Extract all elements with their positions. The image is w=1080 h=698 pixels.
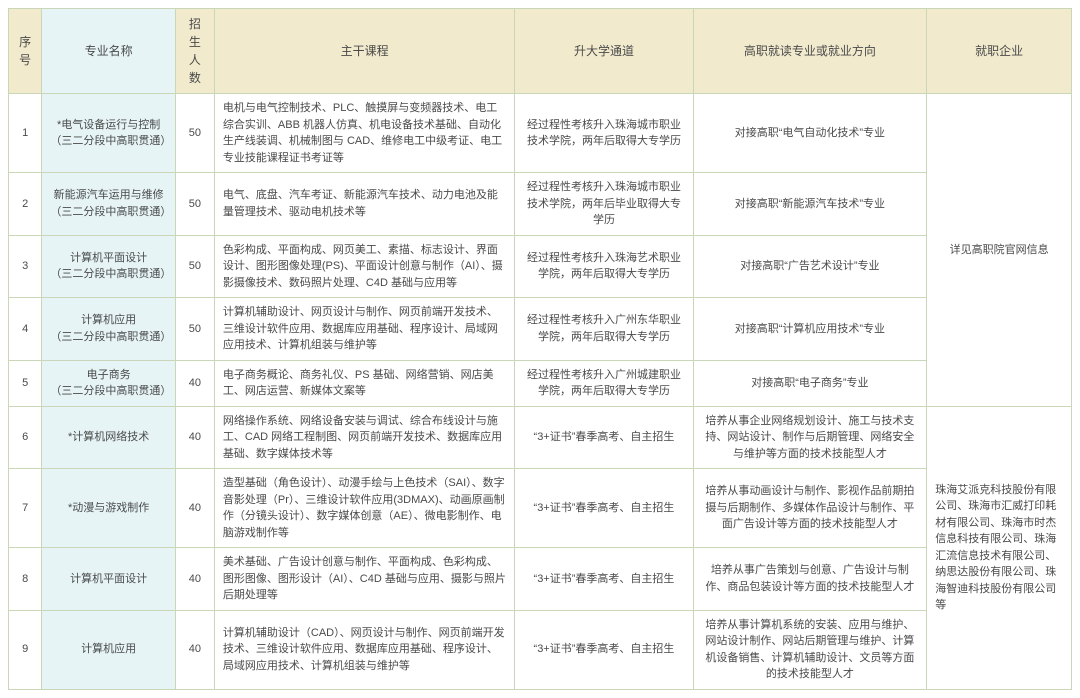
cell: 1 [9,94,42,173]
cell: *电气设备运行与控制（三二分段中高职贯通） [42,94,176,173]
cell: 40 [175,610,214,689]
cell: 计算机应用（三二分段中高职贯通） [42,298,176,361]
cell: 电机与电气控制技术、PLC、触摸屏与变频器技术、电工综合实训、ABB 机器人仿真… [214,94,515,173]
cell: 经过程性考核升入珠海城市职业技术学院，两年后取得大专学历 [515,94,693,173]
th-dir: 高职就读专业或就业方向 [693,9,927,94]
cell: 50 [175,235,214,298]
table-row: 6*计算机网络技术40网络操作系统、网络设备安装与调试、综合布线设计与施工、CA… [9,406,1072,469]
cell: 对接高职“新能源汽车技术”专业 [693,173,927,236]
employer-cell-group2: 珠海艾派克科技股份有限公司、珠海市汇威打印耗材有限公司、珠海市时杰信息科技有限公… [927,406,1072,689]
table-row: 1*电气设备运行与控制（三二分段中高职贯通）50电机与电气控制技术、PLC、触摸… [9,94,1072,173]
cell: “3+证书”春季高考、自主招生 [515,610,693,689]
majors-table: 序号 专业名称 招生人数 主干课程 升大学通道 高职就读专业或就业方向 就职企业… [8,8,1072,690]
cell: 电气、底盘、汽车考证、新能源汽车技术、动力电池及能量管理技术、驱动电机技术等 [214,173,515,236]
cell: 培养从事企业网络规划设计、施工与技术支持、网站设计、制作与后期管理、网络安全与维… [693,406,927,469]
cell: 计算机平面设计（三二分段中高职贯通） [42,235,176,298]
cell: 9 [9,610,42,689]
table-row: 9计算机应用40计算机辅助设计（CAD）、网页设计与制作、网页前端开发技术、三维… [9,610,1072,689]
cell: 对接高职“电子商务”专业 [693,360,927,406]
table-row: 3计算机平面设计（三二分段中高职贯通）50色彩构成、平面构成、网页美工、素描、标… [9,235,1072,298]
cell: “3+证书”春季高考、自主招生 [515,548,693,611]
cell: 培养从事动画设计与制作、影视作品前期拍摄与后期制作、多媒体作品设计与制作、平面广… [693,469,927,548]
th-idx: 序号 [9,9,42,94]
table-row: 4计算机应用（三二分段中高职贯通）50计算机辅助设计、网页设计与制作、网页前端开… [9,298,1072,361]
cell: 计算机平面设计 [42,548,176,611]
cell: 电子商务概论、商务礼仪、PS 基础、网络营销、网店美工、网店运营、新媒体文案等 [214,360,515,406]
cell: 对接高职“广告艺术设计”专业 [693,235,927,298]
cell: 计算机辅助设计（CAD）、网页设计与制作、网页前端开发技术、三维设计软件应用、数… [214,610,515,689]
header-row: 序号 专业名称 招生人数 主干课程 升大学通道 高职就读专业或就业方向 就职企业 [9,9,1072,94]
cell: 计算机应用 [42,610,176,689]
cell: 3 [9,235,42,298]
cell: “3+证书”春季高考、自主招生 [515,406,693,469]
cell: *动漫与游戏制作 [42,469,176,548]
cell: 经过程性考核升入珠海艺术职业学院，两年后取得大专学历 [515,235,693,298]
cell: 网络操作系统、网络设备安装与调试、综合布线设计与施工、CAD 网络工程制图、网页… [214,406,515,469]
table-row: 7*动漫与游戏制作40造型基础（角色设计）、动漫手绘与上色技术（SAI）、数字音… [9,469,1072,548]
cell: 电子商务（三二分段中高职贯通） [42,360,176,406]
table-row: 5电子商务（三二分段中高职贯通）40电子商务概论、商务礼仪、PS 基础、网络营销… [9,360,1072,406]
cell: 4 [9,298,42,361]
cell: 40 [175,360,214,406]
cell: 40 [175,406,214,469]
th-univ: 升大学通道 [515,9,693,94]
employer-cell-group1: 详见高职院官网信息 [927,94,1072,407]
cell: 美术基础、广告设计创意与制作、平面构成、色彩构成、图形图像、图形设计（AI）、C… [214,548,515,611]
th-name: 专业名称 [42,9,176,94]
cell: 培养从事计算机系统的安装、应用与维护、网站设计制作、网站后期管理与维护、计算机设… [693,610,927,689]
th-emp: 就职企业 [927,9,1072,94]
cell: 色彩构成、平面构成、网页美工、素描、标志设计、界面设计、图形图像处理(PS)、平… [214,235,515,298]
cell: 50 [175,94,214,173]
cell: 培养从事广告策划与创意、广告设计与制作、商品包装设计等方面的技术技能型人才 [693,548,927,611]
cell: 经过程性考核升入广州城建职业学院，两年后取得大专学历 [515,360,693,406]
table-row: 8计算机平面设计40美术基础、广告设计创意与制作、平面构成、色彩构成、图形图像、… [9,548,1072,611]
cell: 新能源汽车运用与维修（三二分段中高职贯通） [42,173,176,236]
cell: 8 [9,548,42,611]
cell: 对接高职“计算机应用技术”专业 [693,298,927,361]
th-course: 主干课程 [214,9,515,94]
cell: 7 [9,469,42,548]
cell: 计算机辅助设计、网页设计与制作、网页前端开发技术、三维设计软件应用、数据库应用基… [214,298,515,361]
cell: 对接高职“电气自动化技术”专业 [693,94,927,173]
cell: 40 [175,548,214,611]
cell: 6 [9,406,42,469]
cell: “3+证书”春季高考、自主招生 [515,469,693,548]
cell: 2 [9,173,42,236]
th-num: 招生人数 [175,9,214,94]
cell: 经过程性考核升入广州东华职业学院，两年后取得大专学历 [515,298,693,361]
cell: 50 [175,298,214,361]
table-row: 2新能源汽车运用与维修（三二分段中高职贯通）50电气、底盘、汽车考证、新能源汽车… [9,173,1072,236]
cell: 5 [9,360,42,406]
cell: 50 [175,173,214,236]
cell: *计算机网络技术 [42,406,176,469]
cell: 40 [175,469,214,548]
cell: 造型基础（角色设计）、动漫手绘与上色技术（SAI）、数字音影处理（Pr）、三维设… [214,469,515,548]
cell: 经过程性考核升入珠海城市职业技术学院，两年后毕业取得大专学历 [515,173,693,236]
